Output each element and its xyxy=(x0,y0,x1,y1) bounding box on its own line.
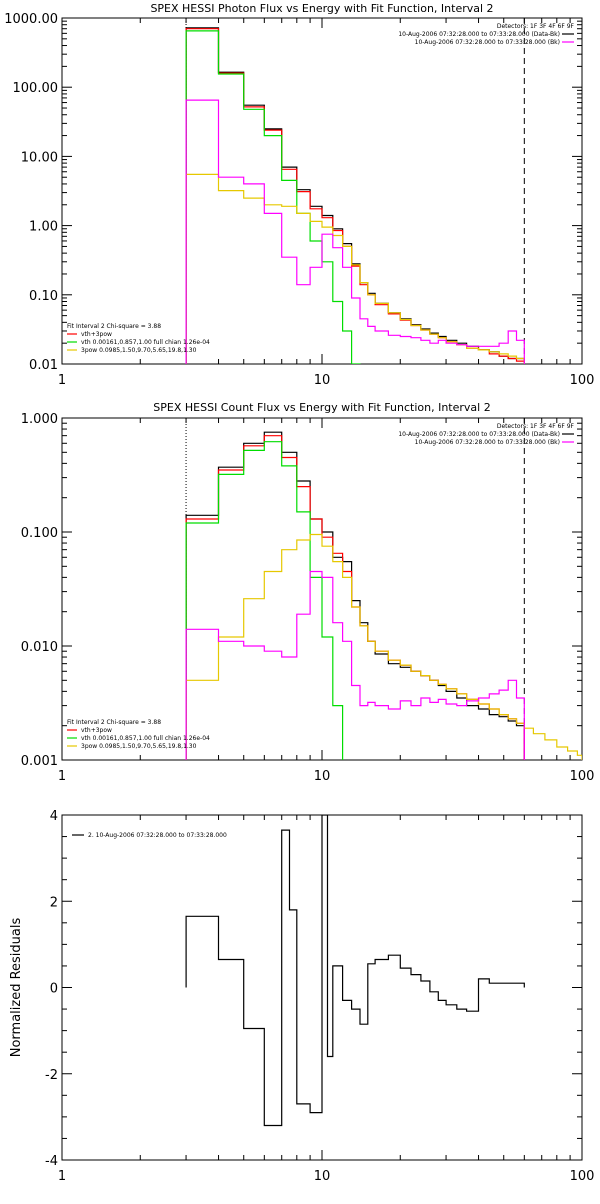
x-tick-label: 100 xyxy=(570,1169,595,1184)
chart-title: SPEX HESSI Count Flux vs Energy with Fit… xyxy=(153,401,490,414)
legend-entry-label: 10-Aug-2006 07:32:28.000 to 07:33:28.000… xyxy=(415,439,560,446)
x-tick-label: 10 xyxy=(314,1169,331,1184)
chart-panel-2: SPEX HESSI Count Flux vs Energy with Fit… xyxy=(21,401,595,784)
x-tick-label: 1 xyxy=(58,1169,66,1184)
series-residuals xyxy=(185,815,525,1127)
series-data-bk xyxy=(185,431,525,760)
legend-fit-info: Fit Interval 2 Chi-square = 3.88 xyxy=(67,323,161,330)
y-tick-label: 1000.00 xyxy=(4,12,58,27)
series-data-bk xyxy=(185,27,525,364)
x-tick-label: 10 xyxy=(314,769,331,784)
x-tick-label: 100 xyxy=(570,769,595,784)
series-vth-3pow xyxy=(185,28,525,364)
legend-entry-label: 10-Aug-2006 07:32:28.000 to 07:33:28.000… xyxy=(398,431,560,438)
legend-entry-label: vth 0.00161,0.857,1.00 full chian 1.26e-… xyxy=(81,735,210,742)
legend-detectors: Detectors: 1F 3F 4F 6F 9F xyxy=(497,423,575,430)
series-group xyxy=(185,815,525,1127)
x-tick-label: 1 xyxy=(58,769,66,784)
chart-panel-3: 1 10 100 -4 -2 0 2 4 Normalized Residuals 2. 10-A… xyxy=(9,809,594,1184)
plot-frame xyxy=(61,17,583,365)
y-tick-label: 2 xyxy=(50,895,58,910)
y-tick-label: 10.00 xyxy=(21,150,58,165)
series-bk xyxy=(185,99,525,364)
legend-entry-label: vth 0.00161,0.857,1.00 full chian 1.26e-… xyxy=(81,339,210,346)
legend-entry-label: 10-Aug-2006 07:32:28.000 to 07:33:28.000… xyxy=(398,31,560,38)
series-3pow xyxy=(185,533,582,760)
y-tick-label: 1.00 xyxy=(29,220,58,235)
y-tick-label: -4 xyxy=(45,1154,58,1169)
legend-detectors: Detectors: 1F 3F 4F 6F 9F xyxy=(497,23,575,30)
series-vth-3pow xyxy=(185,435,525,760)
y-tick-label: 0.01 xyxy=(29,358,58,373)
legend-entry-label: vth+3pow xyxy=(81,331,112,338)
x-tick-label: 100 xyxy=(570,373,595,388)
y-tick-label: 0.10 xyxy=(29,289,58,304)
y-tick-label: 4 xyxy=(50,809,58,824)
legend-entry-label: vth+3pow xyxy=(81,727,112,734)
series-vth xyxy=(185,30,389,364)
series-bk xyxy=(185,570,525,760)
x-tick-label: 10 xyxy=(314,373,331,388)
series-vth xyxy=(185,441,353,760)
series-group xyxy=(185,431,582,760)
legend-entry-label: 3pow 0.0985,1.50,9.70,5.65,19.8,1.30 xyxy=(81,743,197,750)
y-tick-label: 0 xyxy=(50,982,58,997)
legend-entry-label: 3pow 0.0985,1.50,9.70,5.65,19.8,1.30 xyxy=(81,347,197,354)
x-tick-label: 1 xyxy=(58,373,66,388)
chart-title: SPEX HESSI Photon Flux vs Energy with Fi… xyxy=(150,2,493,15)
y-tick-label: 0.001 xyxy=(21,754,58,769)
y-tick-label: 1.000 xyxy=(21,412,58,427)
series-3pow xyxy=(185,173,525,364)
y-tick-label: 0.100 xyxy=(21,526,58,541)
legend-fit-info: Fit Interval 2 Chi-square = 3.88 xyxy=(67,719,161,726)
y-tick-label: -2 xyxy=(45,1068,58,1083)
y-axis-label: Normalized Residuals xyxy=(9,918,24,1058)
y-tick-label: 0.010 xyxy=(21,640,58,655)
chart-panel-1: SPEX HESSI Photon Flux vs Energy with Fi… xyxy=(4,2,594,388)
legend-entry-label: 10-Aug-2006 07:32:28.000 to 07:33:28.000… xyxy=(415,39,560,46)
series-group xyxy=(185,27,525,364)
legend-entry-label: 2. 10-Aug-2006 07:32:28.000 to 07:33:28.… xyxy=(88,832,227,839)
y-tick-label: 100.00 xyxy=(13,81,59,96)
